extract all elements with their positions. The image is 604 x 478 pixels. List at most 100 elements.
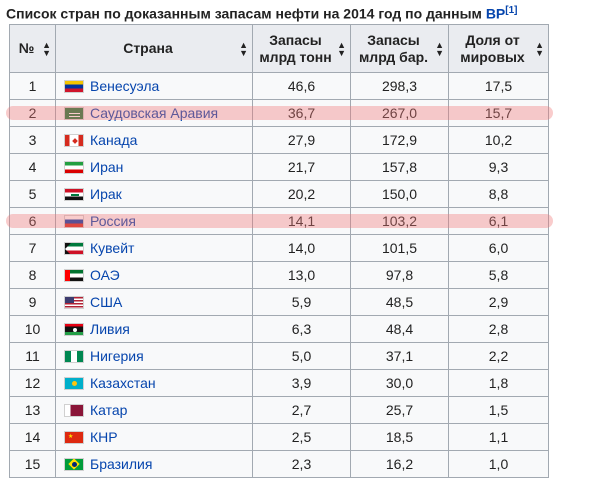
country-cell: США <box>55 288 253 316</box>
iraq-flag-icon <box>64 188 84 201</box>
barrels-cell: 103,2 <box>350 207 449 235</box>
share-cell: 1,1 <box>448 423 549 451</box>
rank-cell: 3 <box>9 126 56 154</box>
source-link[interactable]: BP <box>485 5 506 22</box>
country-link[interactable]: Казахстан <box>90 375 156 391</box>
header-share-line2: мировых <box>460 48 525 65</box>
oil-reserves-table: № ▲ ▼ Страна ▲ ▼ Запасы млрд тонн ▲ ▼ Запас… <box>9 24 549 478</box>
table-row: 7 Кувейт 14,0 101,5 6,0 <box>9 234 549 262</box>
rank-cell: 10 <box>9 315 56 343</box>
rank-cell: 14 <box>9 423 56 451</box>
header-barrels-line1: Запасы <box>367 31 420 48</box>
header-barrels-line2: млрд бар. <box>358 48 429 65</box>
share-cell: 1,0 <box>448 450 549 478</box>
country-link[interactable]: КНР <box>90 429 118 445</box>
rank-cell: 5 <box>9 180 56 208</box>
rank-cell: 13 <box>9 396 56 424</box>
header-tonnes-line1: Запасы <box>269 31 322 48</box>
usa-flag-icon <box>64 296 84 309</box>
header-tonnes[interactable]: Запасы млрд тонн ▲ ▼ <box>252 24 351 73</box>
table-row: 1 Венесуэла 46,6 298,3 17,5 <box>9 72 549 100</box>
country-link[interactable]: Венесуэла <box>90 78 160 94</box>
table-row: 5 Ирак 20,2 150,0 8,8 <box>9 180 549 208</box>
rank-cell: 12 <box>9 369 56 397</box>
country-link[interactable]: Иран <box>90 159 124 175</box>
sort-icon[interactable]: ▲ ▼ <box>435 39 444 58</box>
iran-flag-icon <box>64 161 84 174</box>
sort-icon[interactable]: ▲ ▼ <box>42 39 51 58</box>
sort-icon[interactable]: ▲ ▼ <box>239 39 248 58</box>
header-country-label: Страна <box>123 40 173 56</box>
barrels-cell: 18,5 <box>350 423 449 451</box>
rank-cell: 2 <box>9 99 56 127</box>
table-row: 14 ★ КНР 2,5 18,5 1,1 <box>9 423 549 451</box>
country-cell: Саудовская Аравия <box>55 99 253 127</box>
tonnes-cell: 5,9 <box>252 288 351 316</box>
country-link[interactable]: Нигерия <box>90 348 144 364</box>
country-cell: Ирак <box>55 180 253 208</box>
tonnes-cell: 13,0 <box>252 261 351 289</box>
russia-flag-icon <box>64 215 84 228</box>
header-share[interactable]: Доля от мировых ▲ ▼ <box>448 24 549 73</box>
table-row: 15 Бразилия 2,3 16,2 1,0 <box>9 450 549 478</box>
share-cell: 1,5 <box>448 396 549 424</box>
country-link[interactable]: Кувейт <box>90 240 135 256</box>
china-flag-icon: ★ <box>64 431 84 444</box>
sort-icon[interactable]: ▲ ▼ <box>535 39 544 58</box>
country-link[interactable]: Россия <box>90 213 136 229</box>
rank-cell: 11 <box>9 342 56 370</box>
tonnes-cell: 36,7 <box>252 99 351 127</box>
canada-flag-icon <box>64 134 84 147</box>
share-cell: 6,1 <box>448 207 549 235</box>
country-cell: ОАЭ <box>55 261 253 289</box>
barrels-cell: 267,0 <box>350 99 449 127</box>
country-cell: Канада <box>55 126 253 154</box>
header-tonnes-line2: млрд тонн <box>259 48 332 65</box>
country-cell: Ливия <box>55 315 253 343</box>
kuwait-flag-icon <box>64 242 84 255</box>
country-link[interactable]: Ирак <box>90 186 122 202</box>
saudi-arabia-flag-icon <box>64 107 84 120</box>
barrels-cell: 16,2 <box>350 450 449 478</box>
country-link[interactable]: ОАЭ <box>90 267 120 283</box>
country-link[interactable]: Саудовская Аравия <box>90 105 219 121</box>
tonnes-cell: 6,3 <box>252 315 351 343</box>
country-link[interactable]: Ливия <box>90 321 130 337</box>
country-link[interactable]: Катар <box>90 402 128 418</box>
tonnes-cell: 2,5 <box>252 423 351 451</box>
header-rank[interactable]: № ▲ ▼ <box>9 24 56 73</box>
brazil-flag-icon <box>64 458 84 471</box>
header-barrels-label: Запасы млрд бар. <box>355 32 444 66</box>
tonnes-cell: 46,6 <box>252 72 351 100</box>
tonnes-cell: 14,0 <box>252 234 351 262</box>
country-link[interactable]: Бразилия <box>90 456 153 472</box>
venezuela-flag-icon <box>64 80 84 93</box>
table-row: 13 Катар 2,7 25,7 1,5 <box>9 396 549 424</box>
barrels-cell: 25,7 <box>350 396 449 424</box>
barrels-cell: 101,5 <box>350 234 449 262</box>
share-cell: 2,8 <box>448 315 549 343</box>
tonnes-cell: 5,0 <box>252 342 351 370</box>
header-country[interactable]: Страна ▲ ▼ <box>55 24 253 73</box>
caption-text: Список стран по доказанным запасам нефти… <box>6 5 482 22</box>
nigeria-flag-icon <box>64 350 84 363</box>
share-cell: 6,0 <box>448 234 549 262</box>
header-barrels[interactable]: Запасы млрд бар. ▲ ▼ <box>350 24 449 73</box>
share-cell: 15,7 <box>448 99 549 127</box>
barrels-cell: 37,1 <box>350 342 449 370</box>
rank-cell: 1 <box>9 72 56 100</box>
country-link[interactable]: США <box>90 294 123 310</box>
tonnes-cell: 2,3 <box>252 450 351 478</box>
barrels-cell: 157,8 <box>350 153 449 181</box>
header-row: № ▲ ▼ Страна ▲ ▼ Запасы млрд тонн ▲ ▼ Запас… <box>9 24 549 73</box>
header-share-line1: Доля от <box>465 31 520 48</box>
table-row: 6 Россия 14,1 103,2 6,1 <box>9 207 549 235</box>
country-link[interactable]: Канада <box>90 132 138 148</box>
sort-icon[interactable]: ▲ ▼ <box>337 39 346 58</box>
qatar-flag-icon <box>64 404 84 417</box>
rank-cell: 7 <box>9 234 56 262</box>
table-row: 8 ОАЭ 13,0 97,8 5,8 <box>9 261 549 289</box>
reference-link[interactable]: [1] <box>505 5 518 16</box>
share-cell: 5,8 <box>448 261 549 289</box>
tonnes-cell: 21,7 <box>252 153 351 181</box>
